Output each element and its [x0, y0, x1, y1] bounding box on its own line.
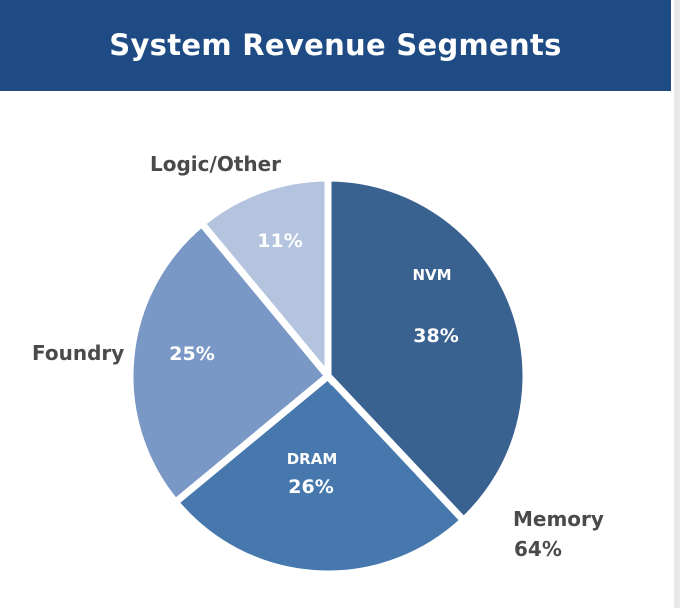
- right-border: [674, 0, 680, 608]
- value-foundry: 25%: [169, 343, 214, 365]
- value-logic-other: 11%: [257, 230, 302, 252]
- label-logic-other: Logic/Other: [150, 152, 281, 176]
- name-dram: DRAM: [287, 450, 338, 468]
- name-nvm: NVM: [412, 266, 451, 284]
- value-dram: 26%: [288, 476, 333, 498]
- pie-slice-logic-other: [196, 174, 332, 386]
- pie-slice-nvm: [324, 174, 530, 526]
- pie-slice-foundry: [126, 218, 333, 508]
- label-memory-percent: 64%: [514, 537, 562, 561]
- label-foundry: Foundry: [32, 341, 124, 365]
- label-memory-group: Memory: [513, 507, 604, 531]
- pie-slice-dram: [170, 371, 469, 578]
- value-nvm: 38%: [413, 325, 458, 347]
- chart-title: System Revenue Segments: [109, 27, 562, 62]
- title-banner: System Revenue Segments: [0, 0, 671, 91]
